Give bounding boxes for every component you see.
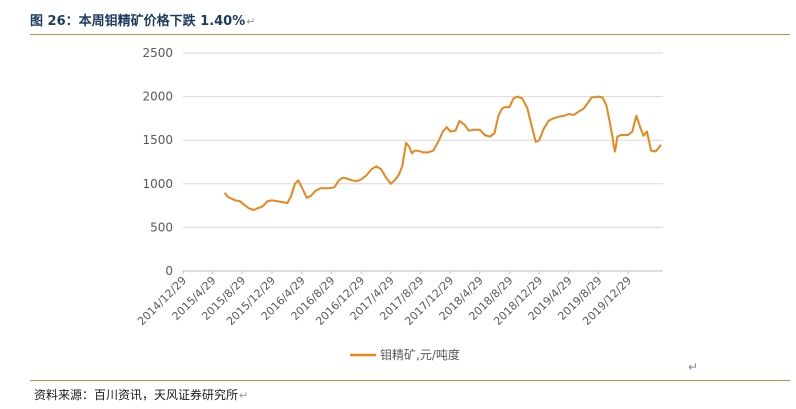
footer-bar: 资料来源：百川资讯，天风证券研究所↵ — [30, 380, 790, 405]
chart-title-text: 图 26：本周钼精矿价格下跌 1.40% — [30, 14, 246, 29]
y-tick-label: 1000 — [142, 177, 173, 191]
y-tick-label: 1500 — [142, 133, 173, 147]
return-mark-icon: ↵ — [246, 15, 256, 28]
y-tick-label: 2500 — [142, 46, 173, 60]
legend-label: 钼精矿,元/吨度 — [380, 347, 460, 362]
chart-title: 图 26：本周钼精矿价格下跌 1.40%↵ — [30, 10, 255, 29]
molybdenum-price-chart: 050010001500200025002014/12/292015/4/292… — [135, 46, 663, 362]
source-text: 资料来源：百川资讯，天风证券研究所 — [34, 388, 239, 402]
source-note: 资料来源：百川资讯，天风证券研究所↵ — [34, 386, 248, 403]
return-mark-icon: ↵ — [688, 360, 699, 374]
return-mark-icon: ↵ — [239, 389, 249, 402]
y-tick-label: 500 — [150, 220, 173, 234]
title-bar: 图 26：本周钼精矿价格下跌 1.40%↵ — [30, 8, 790, 35]
y-tick-label: 2000 — [142, 90, 173, 104]
y-tick-label: 0 — [165, 264, 173, 278]
series-line — [224, 95, 662, 211]
